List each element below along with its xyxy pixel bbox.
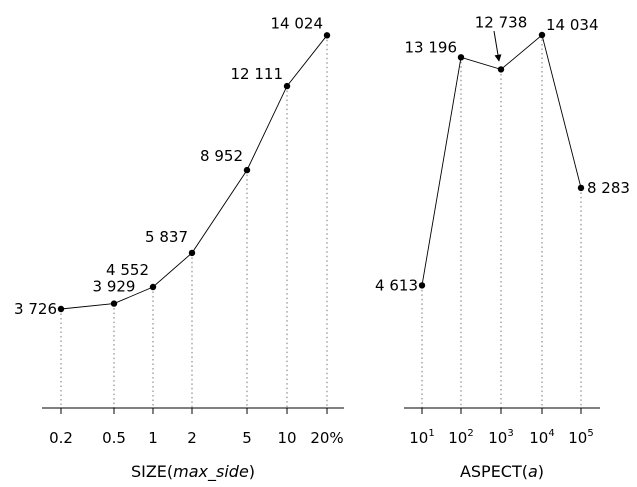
- data-point: [149, 283, 157, 291]
- data-point: [577, 184, 585, 192]
- data-label: 4 552: [106, 261, 149, 279]
- data-label: 12 738: [475, 13, 528, 31]
- aspect-ticks: [421, 408, 582, 414]
- data-label: 12 111: [231, 65, 284, 83]
- data-point: [243, 166, 251, 174]
- x-tick-label: 105: [568, 428, 593, 447]
- tick-base: 10: [488, 429, 507, 447]
- data-label: 8 283: [587, 179, 630, 197]
- tick-base: 10: [409, 429, 428, 447]
- data-label: 4 613: [375, 276, 418, 294]
- data-label: 3 726: [14, 300, 57, 318]
- tick-exponent: 1: [428, 428, 434, 439]
- x-tick-label: 2: [187, 429, 197, 447]
- data-point: [283, 82, 291, 90]
- tick-base: 10: [529, 429, 548, 447]
- aspect-x-axis-label: ASPECT(a): [460, 462, 544, 481]
- x-tick-label: 20%: [310, 429, 343, 447]
- data-point: [418, 282, 426, 289]
- x-tick-label: 10: [277, 429, 296, 447]
- data-label: 13 196: [405, 38, 458, 56]
- data-point: [188, 249, 196, 257]
- tick-base: 10: [568, 429, 587, 447]
- tick-exponent: 5: [587, 428, 593, 439]
- data-point: [457, 54, 465, 61]
- annotation-arrow: [493, 30, 502, 62]
- data-point: [323, 32, 331, 39]
- x-tick-label: 104: [529, 428, 554, 447]
- data-label: 14 034: [546, 16, 599, 34]
- x-tick-label: 1: [148, 429, 158, 447]
- aspect-guide-lines: [421, 35, 582, 408]
- x-tick-label: 103: [488, 428, 513, 447]
- x-tick-label: 0.2: [49, 429, 73, 447]
- aspect-tick-labels: 101 102 103 104 105: [409, 428, 593, 447]
- size-tick-labels: 0.2 0.5 1 2 5 10 20%: [49, 429, 344, 447]
- tick-exponent: 2: [467, 428, 473, 439]
- size-points: [57, 32, 331, 313]
- size-guide-lines: [60, 35, 328, 408]
- data-label: 8 952: [200, 147, 243, 165]
- data-label: 5 837: [145, 228, 188, 246]
- x-tick-label: 5: [242, 429, 252, 447]
- data-label: 14 024: [271, 14, 324, 32]
- data-point: [110, 300, 118, 307]
- aspect-data-labels: 4 613 13 196 12 738 14 034 8 283: [375, 13, 630, 294]
- size-ticks: [60, 408, 328, 414]
- size-x-axis-label: SIZE(max_side): [131, 462, 255, 482]
- aspect-points: [418, 31, 585, 289]
- tick-exponent: 3: [507, 428, 513, 439]
- data-point: [497, 66, 505, 73]
- tick-base: 10: [448, 429, 467, 447]
- tick-exponent: 4: [548, 428, 554, 439]
- x-tick-label: 101: [409, 428, 434, 447]
- x-tick-label: 0.5: [102, 429, 126, 447]
- data-point: [538, 31, 546, 39]
- x-tick-label: 102: [448, 428, 473, 447]
- data-label: 3 929: [93, 278, 136, 296]
- data-point: [57, 305, 65, 313]
